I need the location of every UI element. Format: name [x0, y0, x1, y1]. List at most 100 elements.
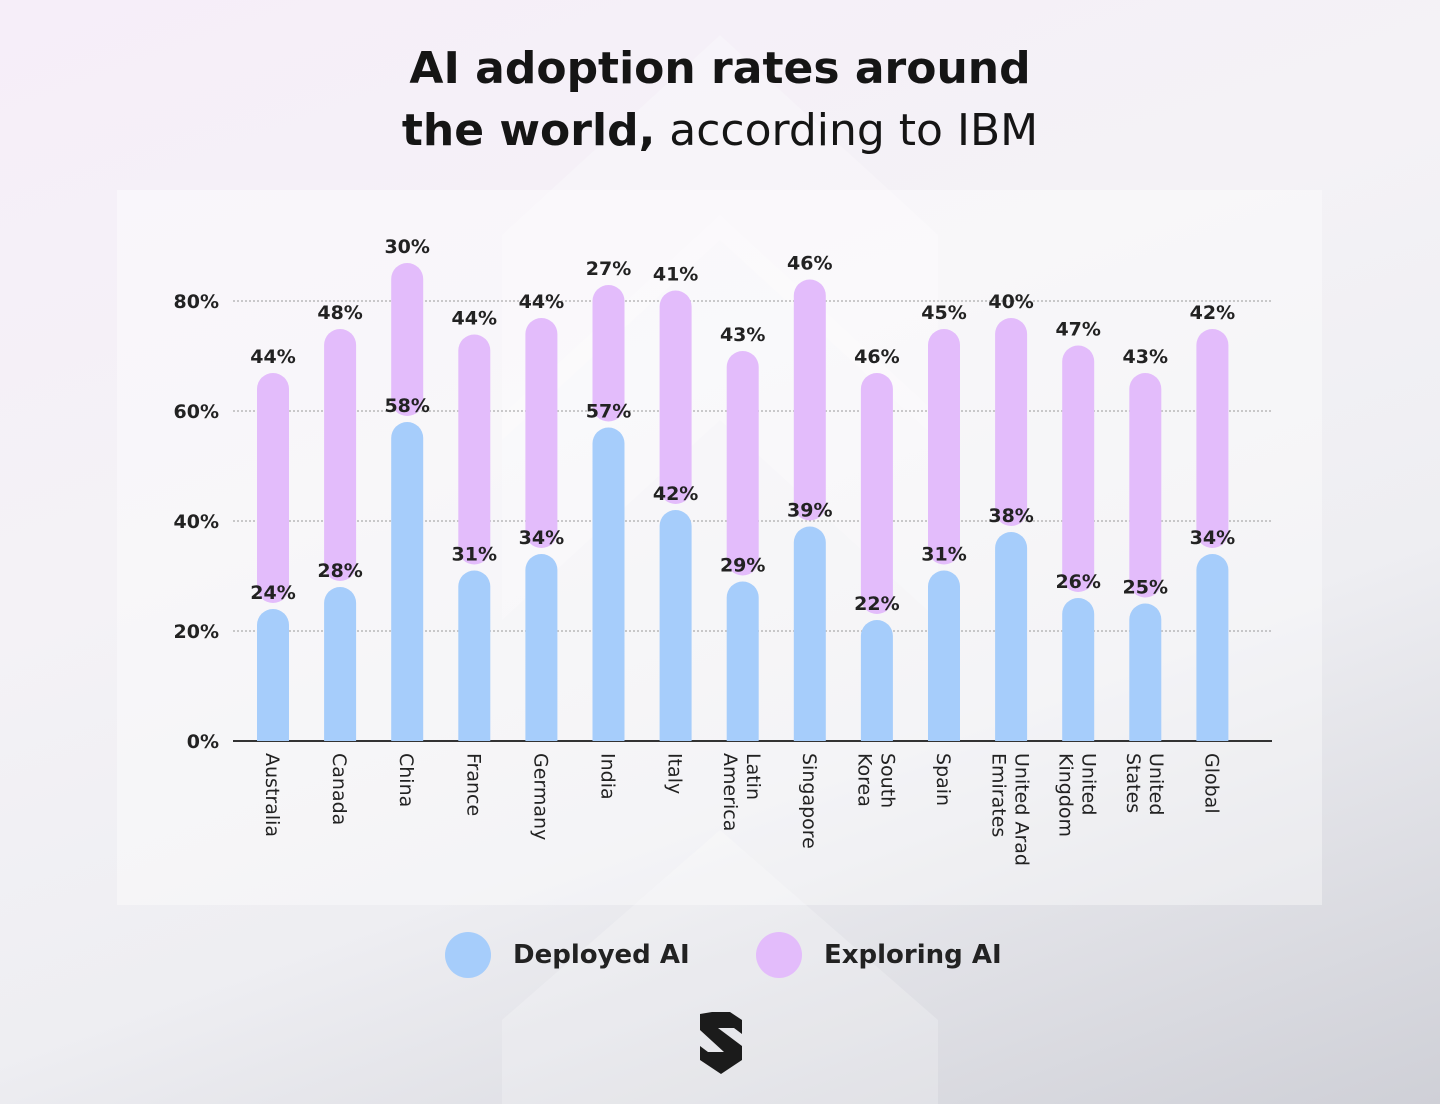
deployed-bar	[860, 620, 893, 741]
deployed-bar	[458, 570, 491, 741]
x-category-label-line: Canada	[328, 753, 350, 825]
exploring-bar	[391, 263, 424, 416]
exploring-value-label: 47%	[1055, 319, 1100, 341]
exploring-bar	[257, 373, 289, 603]
deployed-value-label: 26%	[1055, 571, 1100, 593]
exploring-value-label: 40%	[988, 291, 1033, 313]
deployed-value-label: 24%	[250, 582, 295, 604]
y-tick-label: 40%	[174, 511, 219, 533]
shield-s-logo-icon	[700, 1012, 742, 1074]
exploring-bar	[324, 329, 357, 581]
exploring-bar	[458, 334, 491, 565]
y-tick-label: 60%	[174, 401, 219, 423]
exploring-value-label: 45%	[921, 302, 966, 324]
x-category-label-line: United Arad	[1011, 753, 1033, 866]
x-category-label: Germany	[529, 753, 551, 840]
deployed-bar	[257, 609, 289, 741]
x-category-label-line: Italy	[664, 753, 686, 794]
exploring-bar	[659, 290, 692, 504]
x-category-label-line: United	[1078, 753, 1100, 815]
deployed-bar	[659, 510, 692, 741]
x-category-label: Australia	[261, 753, 283, 837]
x-category-label-line: Global	[1200, 753, 1222, 814]
deployed-value-label: 34%	[519, 527, 564, 549]
exploring-value-label: 43%	[1123, 346, 1168, 368]
x-category-label-line: China	[395, 753, 417, 807]
exploring-bar	[1062, 345, 1095, 592]
title-line-2: the world, according to IBM	[0, 100, 1440, 162]
x-category-label-line: Latin	[742, 753, 764, 800]
exploring-value-label: 46%	[854, 346, 899, 368]
x-category-label: Spain	[932, 753, 954, 806]
exploring-value-label: 44%	[519, 291, 564, 313]
x-category-label-line: States	[1122, 753, 1144, 813]
legend-label-deployed: Deployed AI	[513, 940, 690, 970]
x-category-label: Canada	[328, 753, 350, 825]
deployed-bar	[726, 581, 759, 741]
title-line-1: AI adoption rates around	[409, 43, 1031, 94]
x-category-label-line: South	[876, 753, 898, 808]
exploring-value-label: 30%	[384, 236, 429, 258]
x-category-label: India	[597, 753, 619, 800]
x-category-label-line: Spain	[932, 753, 954, 806]
x-category-label-line: Singapore	[798, 753, 820, 849]
legend-label-exploring: Exploring AI	[824, 940, 1002, 970]
exploring-bar	[1196, 329, 1229, 548]
deployed-value-label: 39%	[787, 500, 832, 522]
deployed-bar	[324, 587, 357, 741]
deployed-value-label: 34%	[1190, 527, 1235, 549]
x-category-label-line: Emirates	[988, 753, 1010, 837]
deployed-bar	[592, 427, 625, 741]
deployed-value-label: 38%	[988, 505, 1033, 527]
exploring-value-label: 46%	[787, 253, 832, 275]
x-category-label-line: Australia	[261, 753, 283, 837]
title-line-2-regular: according to IBM	[655, 105, 1039, 156]
deployed-bar	[391, 422, 424, 741]
deployed-value-label: 31%	[921, 544, 966, 566]
exploring-bar	[928, 329, 960, 565]
x-category-label: Singapore	[798, 753, 820, 849]
exploring-bar	[592, 285, 625, 422]
exploring-value-label: 42%	[1190, 302, 1235, 324]
x-category-label-line: Korea	[853, 753, 875, 807]
exploring-value-label: 41%	[653, 264, 698, 286]
deployed-value-label: 42%	[653, 483, 698, 505]
deployed-bar	[1129, 603, 1162, 741]
deployed-value-label: 57%	[586, 401, 631, 423]
deployed-value-label: 22%	[854, 593, 899, 615]
deployed-bar	[525, 554, 558, 741]
exploring-value-label: 48%	[317, 302, 362, 324]
x-category-label-line: Germany	[529, 753, 551, 840]
exploring-bar	[860, 373, 893, 614]
x-category-label-line: United	[1145, 753, 1167, 815]
deployed-bar	[793, 526, 826, 741]
x-category-label: Italy	[664, 753, 686, 794]
exploring-bar	[1129, 373, 1162, 598]
exploring-value-label: 43%	[720, 324, 765, 346]
x-category-label: France	[462, 753, 484, 816]
legend-item-deployed: Deployed AI	[445, 932, 690, 978]
y-tick-label: 0%	[187, 731, 219, 753]
exploring-bar	[726, 351, 759, 576]
deployed-value-label: 29%	[720, 555, 765, 577]
exploring-bar	[525, 318, 558, 548]
x-category-label: China	[395, 753, 417, 807]
x-category-label-line: India	[597, 753, 619, 800]
chart-title: AI adoption rates around the world, acco…	[0, 38, 1440, 162]
x-category-label-line: Kingdom	[1055, 753, 1077, 837]
exploring-value-label: 44%	[250, 346, 295, 368]
y-tick-label: 20%	[174, 621, 219, 643]
legend-item-exploring: Exploring AI	[756, 932, 1002, 978]
deployed-bar	[995, 532, 1028, 741]
exploring-bar	[995, 318, 1028, 526]
y-tick-label: 80%	[174, 291, 219, 313]
deployed-value-label: 31%	[452, 544, 497, 566]
legend: Deployed AI Exploring AI	[0, 932, 1440, 982]
deployed-value-label: 25%	[1123, 577, 1168, 599]
chart-panel	[117, 190, 1322, 905]
